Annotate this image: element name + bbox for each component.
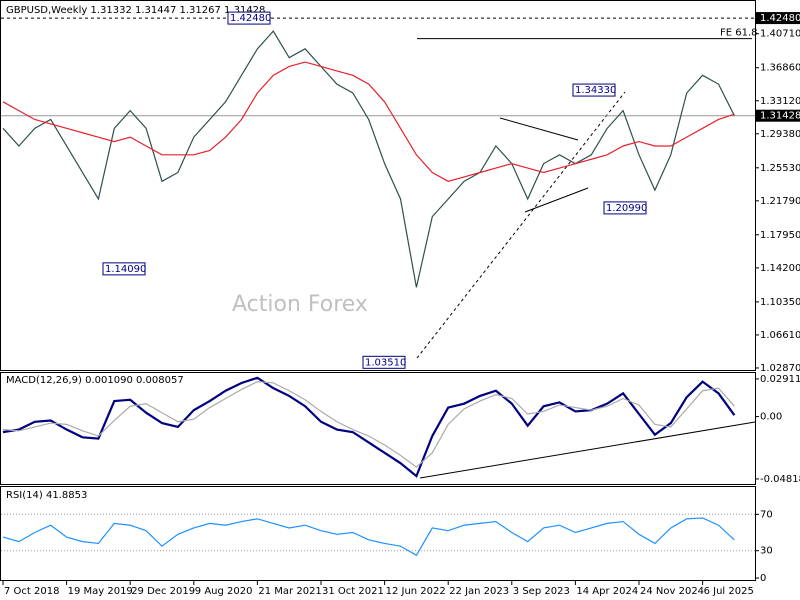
x-tick-label: 19 May 2019 [68, 586, 133, 597]
y-tick-label: 1.36860 [760, 63, 800, 74]
triangle-upper [499, 117, 579, 141]
chart-title: GBPUSD,Weekly 1.31332 1.31447 1.31267 1.… [6, 5, 265, 16]
x-tick-label: 12 Jun 2022 [386, 586, 446, 597]
y-tick-label: 1.25530 [760, 163, 800, 174]
y-tick-label: 30 [760, 546, 773, 557]
annotation-box [572, 83, 616, 97]
x-tick-label: 29 Dec 2019 [131, 586, 195, 597]
annotation-label: 1.20990 [606, 203, 647, 214]
price-panel [0, 0, 756, 371]
x-tick-label: 9 Aug 2020 [195, 586, 253, 597]
y-tick-label: 1.10350 [760, 297, 800, 308]
x-tick-label: 7 Oct 2018 [4, 586, 59, 597]
annotation-label: 1.42480 [230, 13, 271, 24]
series-line [2, 381, 735, 468]
annotation-label: 1.34330 [575, 85, 616, 96]
y-tick-label: 1.06610 [760, 330, 800, 341]
x-tick-label: 31 Oct 2021 [322, 586, 384, 597]
trend-line [416, 91, 626, 359]
y-tick-label: 70 [760, 509, 773, 520]
annotation-box [102, 262, 146, 276]
annotation-label: 1.03510 [365, 357, 406, 368]
watermark: Action Forex [232, 292, 368, 317]
x-tick-label: 3 Sep 2023 [513, 586, 570, 597]
annotation-box [362, 355, 406, 369]
price-marker [756, 12, 800, 25]
price-marker-label: 1.31428 [760, 111, 800, 122]
macd-title: MACD(12,26,9) 0.001090 0.008057 [6, 375, 184, 386]
rsi-title: RSI(14) 41.8853 [6, 490, 87, 501]
x-tick-label: 6 Jul 2025 [704, 586, 754, 597]
y-tick-label: 0.029114 [760, 374, 800, 385]
series-line [2, 517, 735, 557]
series-line [2, 61, 735, 182]
rsi-panel [0, 486, 756, 581]
y-tick-label: 1.02870 [760, 363, 800, 374]
y-tick-label: 1.17950 [760, 230, 800, 241]
price-marker-label: 1.42480 [760, 13, 800, 24]
x-tick-label: 14 Apr 2024 [576, 586, 638, 597]
y-tick-label: 1.14200 [760, 263, 800, 274]
macd-panel [0, 372, 756, 485]
x-tick-label: 24 Nov 2024 [640, 586, 704, 597]
annotation-label: 1.14090 [105, 264, 146, 275]
y-tick-label: 1.29380 [760, 129, 800, 140]
y-tick-label: -0.048189 [760, 474, 800, 485]
y-tick-label: 1.40710 [760, 29, 800, 40]
x-tick-label: 21 Mar 2021 [258, 586, 321, 597]
y-tick-label: 0.00 [760, 412, 782, 423]
y-tick-label: 1.33120 [760, 96, 800, 107]
x-tick-label: 22 Jan 2023 [449, 586, 509, 597]
fe-label: FE 61.8 [720, 28, 758, 39]
y-tick-label: 1.21790 [760, 196, 800, 207]
triangle-lower [524, 187, 589, 213]
annotation-box [227, 11, 271, 25]
series-line [2, 30, 735, 288]
macd-trend-line [419, 421, 756, 479]
series-line [2, 376, 736, 478]
price-marker [756, 109, 800, 122]
annotation-box [603, 201, 647, 215]
y-tick-label: 0 [760, 573, 766, 584]
